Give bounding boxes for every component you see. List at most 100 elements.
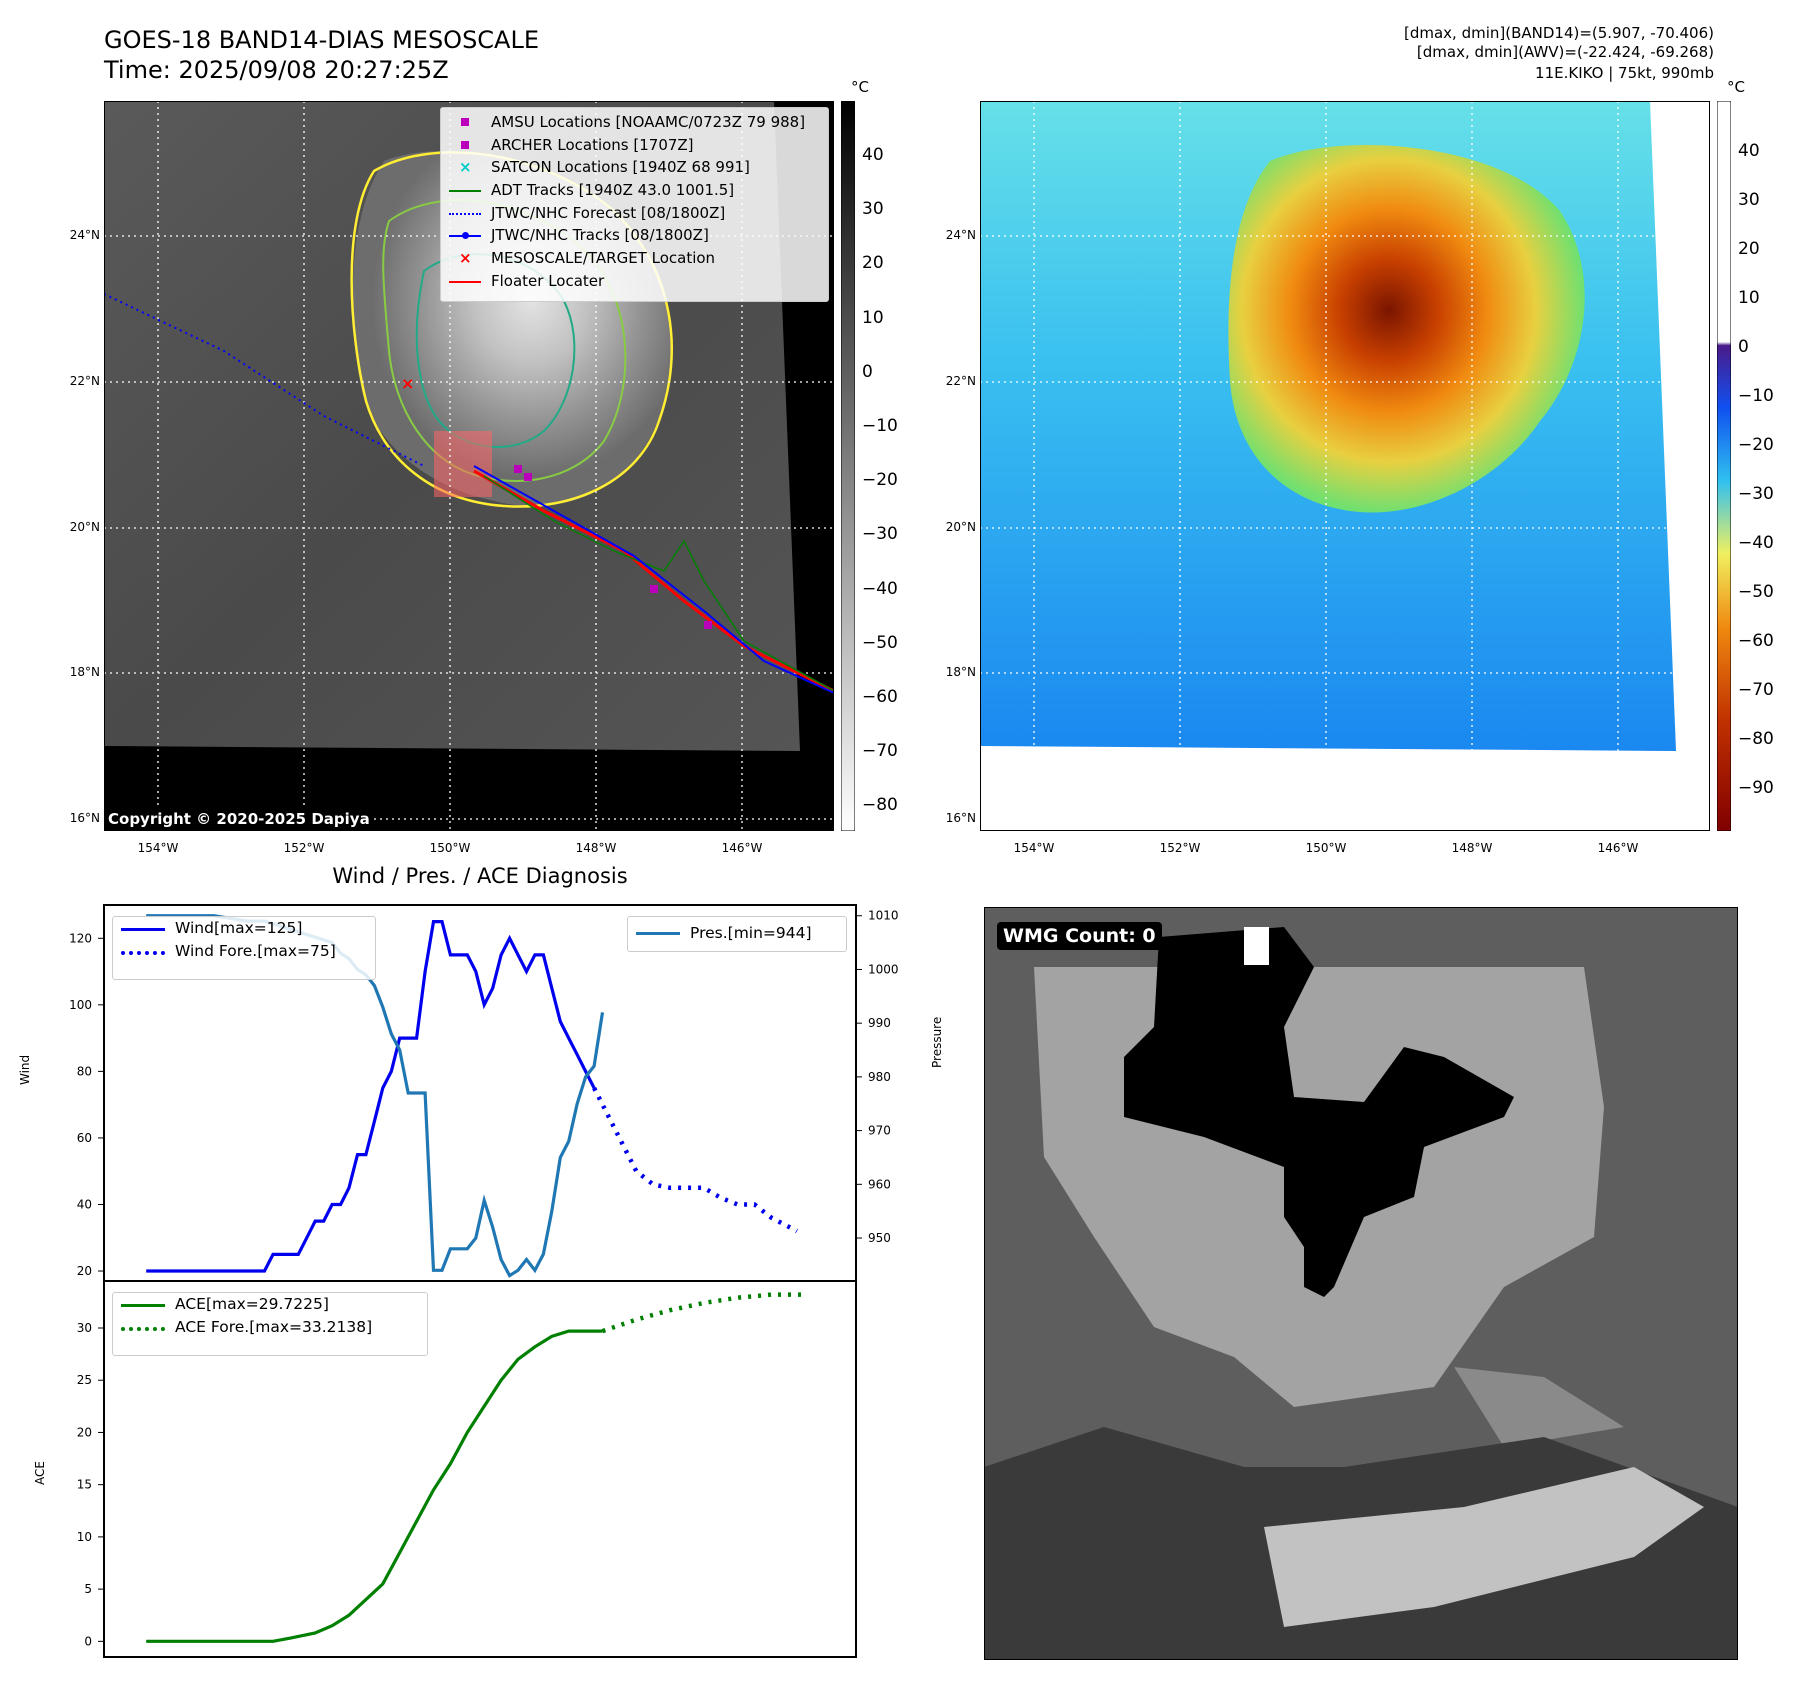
ir-colorbar-tick: −80 (862, 795, 898, 816)
wv-colorbar-tick: 30 (1738, 190, 1760, 210)
wv-colorbar-tick: −10 (1738, 386, 1774, 406)
wmg-black-region (1124, 927, 1514, 1297)
legend-symbol (449, 224, 481, 246)
ace-ylabel: ACE (33, 1461, 47, 1485)
wv-colorbar (1717, 101, 1731, 831)
legend-symbol (449, 270, 481, 292)
wv-storm-field (1228, 145, 1585, 513)
right-tick-label: 980 (868, 1070, 891, 1084)
mesoscale-target-marker: × (401, 374, 414, 393)
wv-colorbar-tick: −50 (1738, 582, 1774, 602)
ir-colorbar (841, 101, 855, 831)
ir-lon-tick: 154°W (137, 841, 179, 855)
map-legend-label: Floater Locater (491, 271, 605, 290)
wv-colorbar-tick: −20 (1738, 435, 1774, 455)
ir-lat-tick: 24°N (69, 228, 100, 242)
y-tick-label: 60 (77, 1131, 92, 1145)
floater-locater-track (473, 469, 834, 693)
wv-lat-tick: 22°N (945, 374, 976, 388)
map-legend-label: ARCHER Locations [1707Z] (491, 135, 694, 154)
diagnosis-title: Wind / Pres. / ACE Diagnosis (332, 864, 628, 888)
ir-colorbar-tick: −40 (862, 578, 898, 599)
wv-map-panel (980, 101, 1710, 831)
wv-lat-tick: 20°N (945, 520, 976, 534)
ir-colorbar-tick: −10 (862, 416, 898, 436)
wv-lon-tick: 152°W (1159, 841, 1201, 855)
info-storm: 11E.KIKO | 75kt, 990mb (1535, 64, 1714, 82)
figure-time: Time: 2025/09/08 20:27:25Z (104, 56, 449, 84)
adt-track (483, 475, 834, 692)
map-legend-item: JTWC/NHC Forecast [08/1800Z] (441, 202, 828, 225)
map-legend: AMSU Locations [NOAAMC/0723Z 79 988] ARCH… (440, 107, 829, 302)
map-legend-item: Floater Locater (441, 270, 828, 293)
wv-colorbar-tick: −60 (1738, 631, 1774, 651)
ir-colorbar-tick: 40 (862, 145, 884, 165)
wv-lon-tick: 146°W (1597, 841, 1639, 855)
jtwc-forecast-track (104, 293, 425, 467)
map-legend-item: AMSU Locations [NOAAMC/0723Z 79 988] (441, 111, 828, 134)
y-tick-label: 40 (77, 1197, 92, 1211)
amsu-markers (514, 465, 712, 629)
jtwc-track (473, 465, 834, 694)
pressure-legend: Pres.[min=944] (627, 916, 847, 952)
y-tick-label: 100 (69, 998, 92, 1012)
wv-colorbar-tick: −70 (1738, 680, 1774, 700)
wv-lat-tick: 24°N (945, 228, 976, 242)
ir-lat-tick: 20°N (69, 520, 100, 534)
y-tick-label: 10 (77, 1530, 92, 1544)
legend-symbol: × (459, 249, 472, 268)
wmg-lighter-band (1454, 1367, 1624, 1447)
map-legend-item: × SATCON Locations [1940Z 68 991] (441, 156, 828, 179)
wv-colorbar-tick: −90 (1738, 778, 1774, 798)
ir-colorbar-tick: −70 (862, 741, 898, 762)
legend-symbol (449, 134, 481, 156)
map-legend-label: ADT Tracks [1940Z 43.0 1001.5] (491, 181, 735, 200)
y-tick-label: 30 (77, 1321, 92, 1335)
ir-colorbar-tick: −50 (862, 632, 898, 653)
map-legend-item: JTWC/NHC Tracks [08/1800Z] (441, 224, 828, 247)
right-tick-label: 1000 (868, 962, 899, 976)
ir-colorbar-tick: −60 (862, 687, 898, 707)
chart-frame (103, 1280, 857, 1658)
floater-box (434, 431, 492, 497)
wmg-count-label: WMG Count: 0 (997, 922, 1162, 950)
wv-colorbar-tick: 20 (1738, 239, 1760, 259)
legend-ace: ACE[max=29.7225] (175, 1295, 329, 1313)
map-legend-item: × MESOSCALE/TARGET Location (441, 247, 828, 270)
ace-series-line (146, 1329, 603, 1643)
ir-colorbar-tick: 10 (862, 307, 884, 328)
wv-lon-tick: 148°W (1451, 841, 1493, 855)
legend-symbol (449, 179, 481, 201)
map-legend-label: MESOSCALE/TARGET Location (491, 249, 716, 268)
wv-colorbar-tick: 10 (1738, 288, 1760, 308)
y-tick-label: 20 (77, 1425, 92, 1439)
ir-colorbar-tick: 0 (862, 361, 873, 382)
ir-lat-tick: 22°N (69, 374, 100, 388)
map-legend-label: JTWC/NHC Forecast [08/1800Z] (491, 203, 726, 222)
ir-colorbar-tick: −30 (862, 524, 898, 545)
map-legend-item: ARCHER Locations [1707Z] (441, 134, 828, 157)
map-legend-label: JTWC/NHC Tracks [08/1800Z] (491, 226, 709, 245)
ir-colorbar-unit: °C (851, 78, 869, 96)
wv-lon-tick: 150°W (1305, 841, 1347, 855)
pressure-ylabel: Pressure (930, 1016, 944, 1068)
y-tick-label: 0 (84, 1634, 92, 1648)
wmg-panel (984, 907, 1738, 1660)
info-band14: [dmax, dmin](BAND14)=(5.907, -70.406) (1403, 24, 1714, 42)
wv-colorbar-tick: 40 (1738, 141, 1760, 161)
right-tick-label: 1010 (868, 909, 899, 923)
ir-lon-tick: 152°W (283, 841, 325, 855)
right-tick-label: 960 (868, 1177, 891, 1191)
right-tick-label: 990 (868, 1016, 891, 1030)
right-tick-label: 950 (868, 1231, 891, 1245)
ir-lon-tick: 148°W (575, 841, 617, 855)
wind-series-line (146, 920, 596, 1273)
legend-symbol (449, 111, 481, 133)
ace-legend: ACE[max=29.7225] ACE Fore.[max=33.2138] (112, 1292, 428, 1356)
ir-lon-tick: 146°W (721, 841, 763, 855)
info-awv: [dmax, dmin](AWV)=(-22.424, -69.268) (1416, 43, 1714, 61)
y-tick-label: 80 (77, 1064, 92, 1078)
ir-colorbar-tick: −20 (862, 470, 898, 491)
map-legend-item: ADT Tracks [1940Z 43.0 1001.5] (441, 179, 828, 202)
wv-colorbar-unit: °C (1727, 78, 1745, 96)
